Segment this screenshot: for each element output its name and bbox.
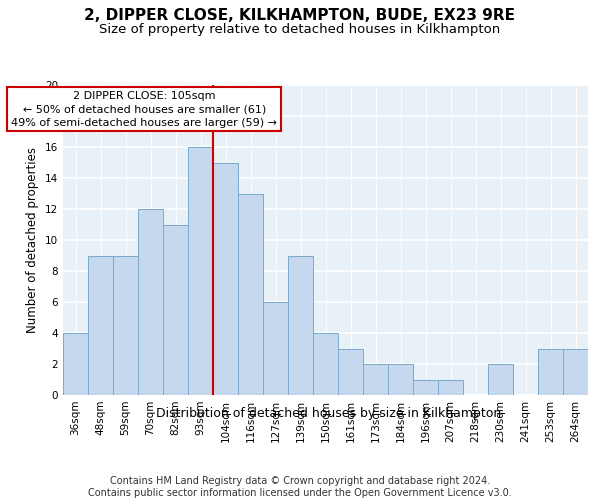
Bar <box>538 348 563 395</box>
Bar <box>113 256 138 395</box>
Text: 2, DIPPER CLOSE, KILKHAMPTON, BUDE, EX23 9RE: 2, DIPPER CLOSE, KILKHAMPTON, BUDE, EX23… <box>85 8 515 22</box>
Bar <box>313 333 338 395</box>
Bar <box>63 333 88 395</box>
Y-axis label: Number of detached properties: Number of detached properties <box>26 147 40 333</box>
Bar <box>563 348 588 395</box>
Bar <box>263 302 288 395</box>
Bar <box>488 364 513 395</box>
Bar <box>338 348 363 395</box>
Bar <box>413 380 438 395</box>
Bar <box>388 364 413 395</box>
Bar <box>138 209 163 395</box>
Bar <box>88 256 113 395</box>
Text: 2 DIPPER CLOSE: 105sqm
← 50% of detached houses are smaller (61)
49% of semi-det: 2 DIPPER CLOSE: 105sqm ← 50% of detached… <box>11 91 277 128</box>
Bar <box>188 147 213 395</box>
Bar <box>213 162 238 395</box>
Bar <box>238 194 263 395</box>
Text: Distribution of detached houses by size in Kilkhampton: Distribution of detached houses by size … <box>156 408 502 420</box>
Bar <box>438 380 463 395</box>
Bar <box>288 256 313 395</box>
Text: Contains HM Land Registry data © Crown copyright and database right 2024.
Contai: Contains HM Land Registry data © Crown c… <box>88 476 512 498</box>
Bar <box>163 224 188 395</box>
Text: Size of property relative to detached houses in Kilkhampton: Size of property relative to detached ho… <box>100 22 500 36</box>
Bar <box>363 364 388 395</box>
